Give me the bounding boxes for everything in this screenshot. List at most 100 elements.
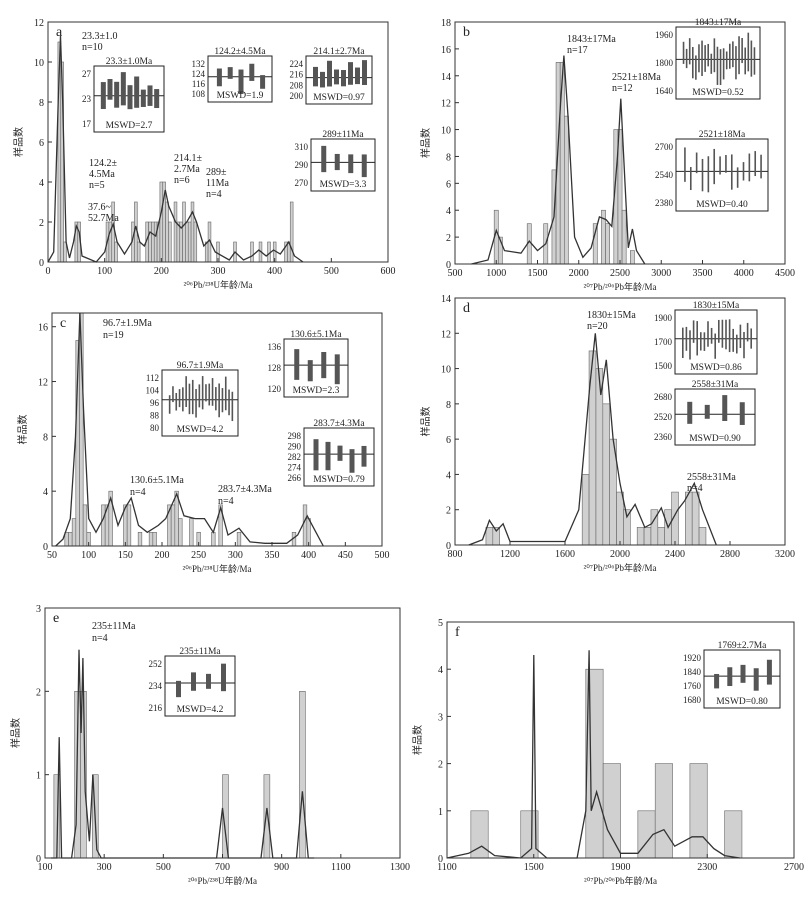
peak-annotation: n=6 (174, 175, 190, 186)
inset-error-bar (361, 445, 367, 467)
inset-error-bar (191, 672, 196, 691)
inset-y-label: 88 (150, 411, 160, 421)
y-tick-label: 0 (438, 854, 443, 865)
x-tick-label: 100 (81, 550, 96, 561)
inset-error-bar (701, 158, 704, 192)
peak-annotation: 130.6±5.1Ma (130, 475, 184, 486)
inset-y-label: 266 (288, 473, 302, 483)
y-axis-label: 样品数 (411, 725, 424, 755)
inset-error-bar (215, 387, 217, 411)
histogram-bar (101, 504, 106, 547)
x-tick-label: 400 (267, 266, 282, 277)
x-tick-label: 1500 (524, 862, 544, 873)
inset-error-bar (710, 53, 713, 74)
histogram-bar (605, 223, 610, 265)
x-tick-label: 450 (338, 550, 353, 561)
chart-panel-d: 800 1200 1600 2000 2400 2800 3200 0 2 4 6 8 10 12 14 ²⁰… (419, 294, 795, 573)
histogram-bar (68, 531, 73, 547)
inset-error-bar (114, 81, 120, 108)
inset-error-bar (134, 76, 140, 108)
y-axis-label: 样品数 (419, 407, 432, 437)
inset-error-bar (307, 360, 313, 382)
chart-panel-c: 50 100 150 200 250 300 350 400 450 500 0 4 8 12 16 ²⁰⁶P… (16, 312, 390, 574)
histogram-bar (654, 763, 673, 859)
inset-error-bar (178, 389, 181, 408)
inset-title: 289±11Ma (322, 130, 364, 140)
inset-y-label: 120 (268, 384, 282, 394)
inset-y-label: 200 (290, 91, 304, 101)
inset-title: 1830±15Ma (693, 301, 740, 311)
histogram-bar (564, 115, 569, 265)
inset-mswd: MSWD=0.40 (696, 200, 748, 210)
x-tick-label: 4500 (775, 268, 795, 279)
inset-weighted-mean: 1769±2.7Ma 1920 1840 1760 1680 MSWD=0.80 (683, 641, 781, 709)
inset-y-label: 310 (295, 142, 309, 152)
inset-error-bar (701, 40, 703, 76)
inset-error-bar (707, 43, 710, 67)
peak-annotation: n=20 (587, 321, 608, 332)
histogram-bar (173, 201, 178, 263)
chart-panel-f: 1100 1500 1900 2300 2700 0 1 2 3 4 5 ²⁰⁷Pb/²⁰⁶Pb年龄/… (411, 618, 804, 886)
x-tick-label: 2500 (610, 268, 630, 279)
inset-error-bar (766, 659, 772, 685)
inset-title: 283.7±4.3Ma (313, 419, 365, 429)
y-tick-label: 18 (441, 18, 451, 29)
x-tick-label: 50 (47, 550, 57, 561)
inset-error-bar (100, 82, 106, 110)
y-axis-label: 样品数 (419, 128, 432, 158)
y-tick-label: 16 (441, 45, 451, 56)
inset-error-bar (107, 79, 113, 100)
histogram-bar (148, 221, 152, 263)
inset-error-bar (198, 384, 201, 408)
x-tick-label: 200 (154, 266, 169, 277)
inset-error-bar (175, 392, 178, 411)
inset-error-bar (698, 44, 700, 73)
inset-y-label: 124 (192, 69, 206, 79)
inset-error-bar (355, 67, 360, 85)
histogram-bar (691, 491, 700, 546)
inset-error-bar (688, 38, 691, 65)
density-curve (47, 35, 304, 263)
y-tick-label: 0 (43, 542, 48, 553)
y-tick-label: 5 (438, 618, 443, 629)
histogram-bar (151, 221, 155, 263)
y-tick-label: 14 (441, 294, 451, 305)
histogram-bar (592, 223, 598, 265)
inset-error-bar (682, 41, 685, 64)
inset-error-bar (710, 327, 713, 344)
x-tick-label: 2000 (610, 549, 630, 560)
inset-error-bar (742, 162, 745, 181)
y-tick-label: 6 (39, 138, 44, 149)
inset-error-bar (685, 326, 688, 351)
inset-y-label: 128 (268, 363, 282, 373)
inset-error-bar (716, 46, 719, 85)
inset-error-bar (704, 404, 710, 419)
inset-weighted-mean: 23.3±1.0Ma 27 23 17 MSWD=2.7 (82, 57, 165, 133)
histogram-bar (159, 181, 164, 263)
histogram-bar (204, 241, 209, 263)
y-tick-label: 4 (446, 470, 451, 481)
panel-label: e (53, 611, 59, 626)
inset-error-bar (748, 153, 751, 182)
y-tick-label: 2 (446, 506, 451, 517)
y-tick-label: 0 (39, 258, 44, 269)
inset-y-label: 298 (288, 431, 302, 441)
inset-error-bar (725, 51, 728, 70)
inset-error-bar (695, 55, 697, 80)
x-axis-label: ²⁰⁷Pb/²⁰⁶Pb年龄/Ma (584, 281, 657, 292)
inset-error-bar (334, 153, 340, 171)
x-tick-label: 1000 (486, 268, 506, 279)
inset-error-bar (238, 69, 244, 94)
peak-annotation: n=10 (82, 42, 103, 53)
inset-error-bar (224, 376, 227, 411)
inset-error-bar (348, 62, 353, 85)
histogram-bar (63, 241, 67, 263)
y-tick-label: 10 (441, 365, 451, 376)
inset-mswd: MSWD=0.80 (716, 697, 768, 707)
y-tick-label: 6 (446, 179, 451, 190)
inset-weighted-mean: 96.7±1.9Ma 112 104 96 88 80 MSWD=4.2 (146, 361, 239, 437)
x-tick-label: 1500 (528, 268, 548, 279)
peak-annotation: 2.7Ma (174, 164, 200, 175)
inset-error-bar (714, 333, 716, 359)
inset-error-bar (216, 68, 222, 87)
